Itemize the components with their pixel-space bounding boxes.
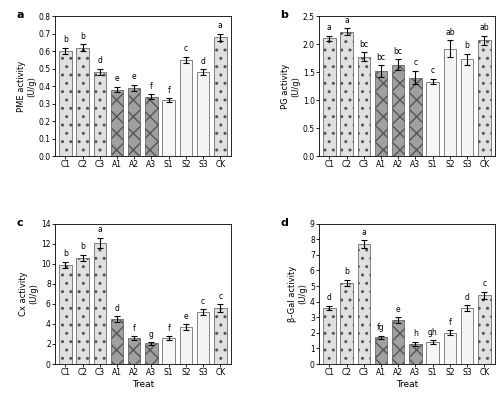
Text: c: c	[482, 280, 486, 288]
Text: ab: ab	[480, 23, 489, 32]
Text: f: f	[168, 324, 170, 333]
Text: e: e	[396, 305, 400, 314]
Y-axis label: PG activity
(U/g): PG activity (U/g)	[280, 64, 300, 109]
Text: gh: gh	[428, 328, 438, 337]
Bar	[358, 244, 370, 364]
X-axis label: Treat: Treat	[396, 380, 418, 389]
Text: bc: bc	[376, 53, 386, 62]
Bar	[162, 100, 175, 156]
Text: d: d	[327, 293, 332, 302]
Bar	[76, 258, 89, 364]
Text: c: c	[218, 292, 222, 300]
Bar	[444, 48, 456, 156]
Text: d: d	[114, 304, 119, 312]
Text: b: b	[80, 32, 85, 40]
Bar	[461, 59, 473, 156]
Bar	[358, 57, 370, 156]
Bar	[180, 327, 192, 364]
Bar	[426, 342, 439, 364]
Text: d: d	[464, 292, 469, 302]
Bar	[461, 308, 473, 364]
Bar	[145, 344, 158, 364]
Bar	[340, 283, 353, 364]
Text: bc: bc	[360, 40, 368, 49]
Text: f: f	[150, 82, 153, 90]
Text: b: b	[280, 10, 288, 20]
Bar	[478, 40, 490, 156]
Text: e: e	[184, 312, 188, 321]
Text: b: b	[63, 36, 68, 44]
Y-axis label: Cx activity
(U/g): Cx activity (U/g)	[19, 272, 38, 316]
Bar	[76, 48, 89, 156]
Text: c: c	[414, 58, 418, 68]
Bar	[340, 32, 353, 156]
Bar	[426, 82, 439, 156]
Text: f: f	[133, 324, 136, 333]
Text: b: b	[464, 41, 469, 50]
Y-axis label: PME activity
(U/g): PME activity (U/g)	[16, 60, 36, 112]
Bar	[478, 295, 490, 364]
Bar	[128, 88, 140, 156]
Text: c: c	[16, 218, 23, 228]
Text: c: c	[201, 296, 205, 306]
Text: g: g	[149, 330, 154, 338]
Text: c: c	[184, 44, 188, 53]
Text: f: f	[168, 86, 170, 95]
Bar	[409, 344, 422, 364]
Text: a: a	[362, 228, 366, 236]
Bar	[392, 320, 404, 364]
Text: a: a	[327, 23, 332, 32]
Bar	[214, 37, 226, 156]
X-axis label: Treat: Treat	[132, 380, 154, 389]
Bar	[180, 60, 192, 156]
Bar	[94, 72, 106, 156]
Bar	[197, 72, 209, 156]
Bar	[59, 265, 72, 364]
Text: b: b	[80, 242, 85, 251]
Bar	[375, 338, 387, 364]
Text: e: e	[114, 74, 119, 83]
Text: b: b	[344, 267, 349, 276]
Bar	[375, 71, 387, 156]
Bar	[197, 312, 209, 364]
Bar	[128, 338, 140, 364]
Bar	[162, 338, 175, 364]
Bar	[111, 90, 123, 156]
Text: a: a	[16, 10, 24, 20]
Text: c: c	[430, 66, 434, 75]
Bar	[392, 65, 404, 156]
Bar	[214, 308, 226, 364]
Bar	[145, 97, 158, 156]
Bar	[323, 308, 336, 364]
Text: ab: ab	[445, 28, 454, 37]
Bar	[59, 51, 72, 156]
Text: d: d	[200, 57, 205, 66]
Y-axis label: β-Gal activity
(U/g): β-Gal activity (U/g)	[288, 266, 307, 322]
Text: d: d	[280, 218, 288, 228]
Bar	[444, 333, 456, 364]
Text: f: f	[448, 318, 452, 327]
Text: a: a	[98, 225, 102, 234]
Bar	[94, 243, 106, 364]
Text: a: a	[344, 16, 349, 25]
Bar	[323, 38, 336, 156]
Text: h: h	[413, 329, 418, 338]
Text: fg: fg	[377, 323, 385, 332]
Text: a: a	[218, 21, 222, 30]
Text: b: b	[63, 249, 68, 258]
Text: e: e	[132, 72, 136, 82]
Text: d: d	[98, 56, 102, 66]
Bar	[111, 319, 123, 364]
Bar	[409, 78, 422, 156]
Text: bc: bc	[394, 47, 402, 56]
